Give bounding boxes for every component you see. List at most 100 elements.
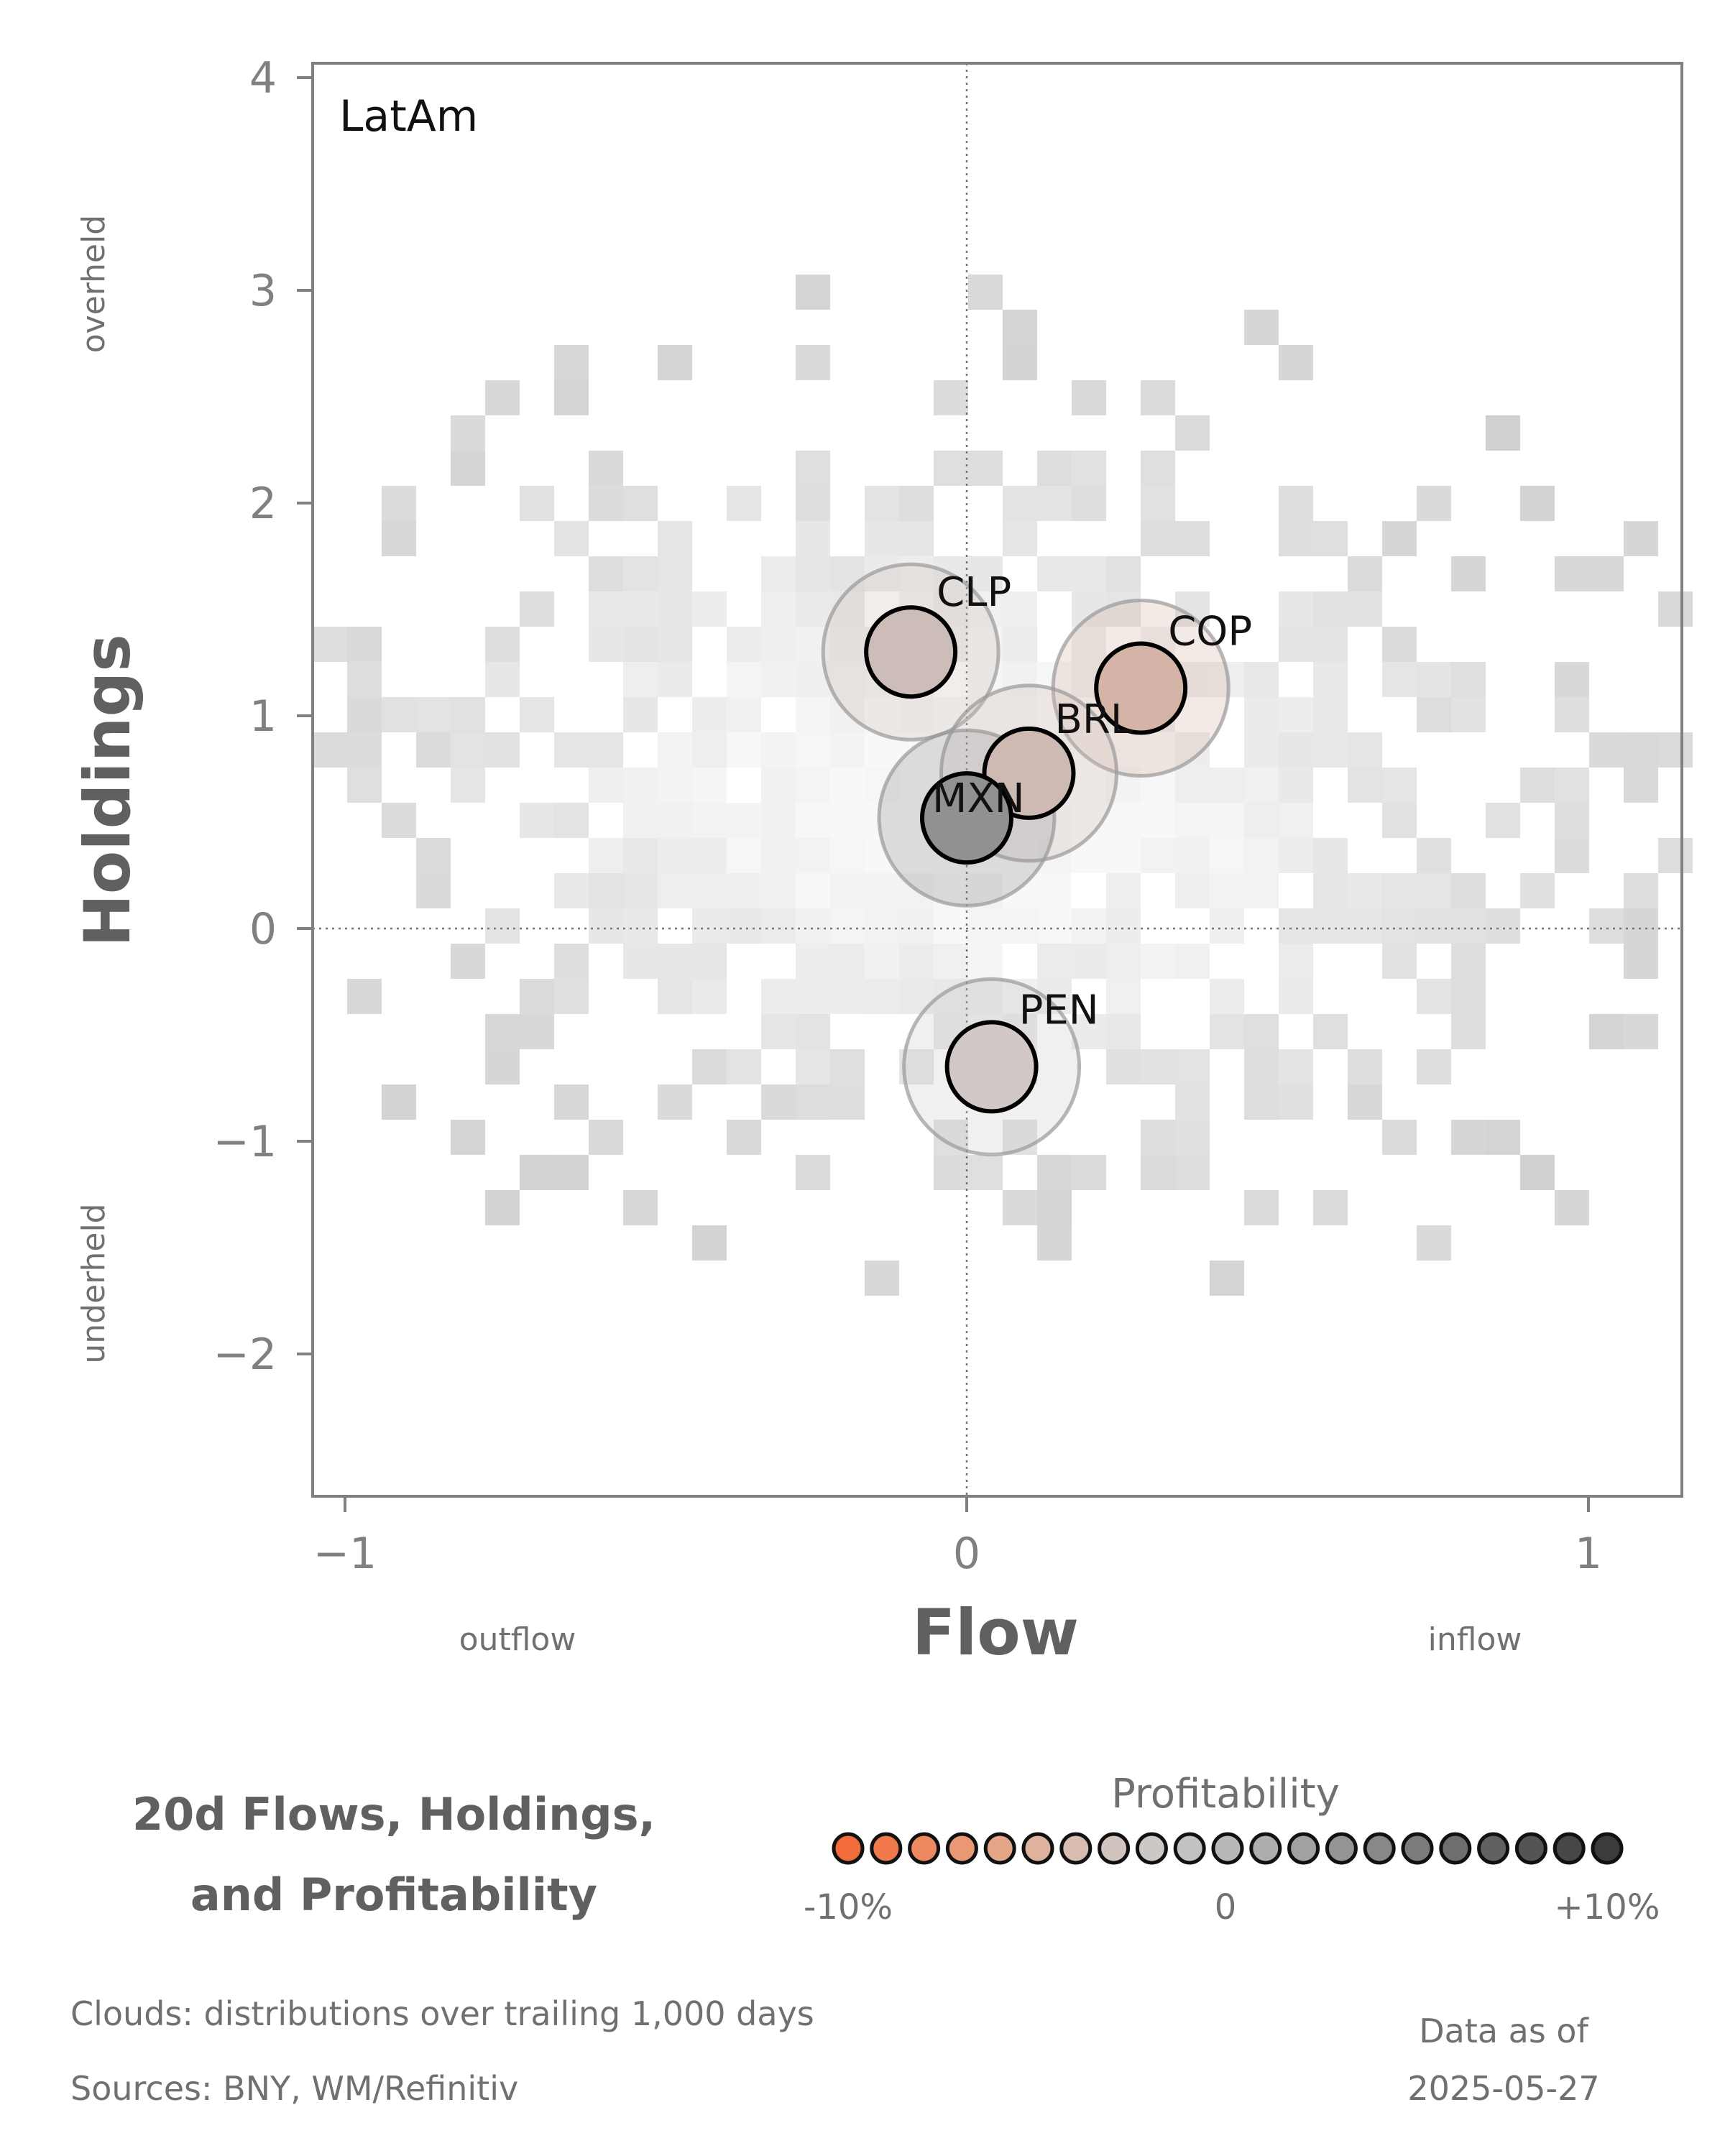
- cloud-cell: [727, 803, 761, 838]
- cloud-cell: [554, 521, 589, 556]
- point-label-pen: PEN: [1019, 987, 1099, 1033]
- cloud-cell: [658, 873, 692, 908]
- cloud-cell: [830, 908, 865, 944]
- cloud-cell: [1451, 873, 1486, 908]
- cloud-cell: [520, 697, 554, 732]
- cloud-cell: [692, 1049, 727, 1084]
- cloud-cell: [451, 768, 485, 803]
- distribution-cloud: [313, 275, 1693, 1296]
- cloud-cell: [899, 556, 934, 591]
- cloud-cell: [865, 1261, 899, 1296]
- cloud-cell: [865, 521, 899, 556]
- cloud-cell: [658, 591, 692, 627]
- cloud-cell: [727, 838, 761, 873]
- asof-date: 2025-05-27: [1407, 2069, 1599, 2108]
- scale-swatch: [1249, 1832, 1282, 1865]
- cloud-cell: [727, 1049, 761, 1084]
- cloud-cell: [761, 556, 796, 591]
- cloud-cell: [658, 838, 692, 873]
- cloud-cell: [1037, 944, 1072, 979]
- cloud-cell: [1555, 1190, 1589, 1225]
- cloud-cell: [589, 486, 623, 521]
- y-tick-label: 1: [249, 691, 277, 742]
- cloud-cell: [761, 979, 796, 1014]
- cloud-cell: [1382, 803, 1417, 838]
- cloud-cell: [1520, 1155, 1555, 1190]
- cloud-cell: [347, 768, 382, 803]
- cloud-cell: [1244, 662, 1279, 697]
- cloud-cell: [347, 697, 382, 732]
- cloud-cell: [761, 908, 796, 944]
- y-tick-label: 0: [249, 904, 277, 954]
- cloud-cell: [761, 873, 796, 908]
- cloud-cell: [1417, 873, 1451, 908]
- cloud-cell: [451, 1120, 485, 1155]
- cloud-cell: [658, 979, 692, 1014]
- cloud-cell: [1348, 732, 1382, 768]
- cloud-cell: [1313, 1190, 1348, 1225]
- cloud-cell: [796, 1084, 830, 1120]
- cloud-cell: [347, 627, 382, 662]
- cloud-cell: [761, 627, 796, 662]
- scale-swatch: [1211, 1832, 1244, 1865]
- cloud-cell: [1382, 521, 1417, 556]
- cloud-cell: [1382, 1120, 1417, 1155]
- cloud-cell: [899, 521, 934, 556]
- cloud-cell: [1451, 944, 1486, 979]
- cloud-cell: [934, 451, 968, 486]
- cloud-cell: [830, 873, 865, 908]
- cloud-cell: [1175, 1120, 1210, 1155]
- cloud-cell: [589, 873, 623, 908]
- cloud-cell: [865, 944, 899, 979]
- cloud-cell: [1106, 591, 1141, 627]
- cloud-cell: [1348, 1049, 1382, 1084]
- cloud-cell: [1175, 1049, 1210, 1084]
- cloud-cell: [761, 732, 796, 768]
- cloud-cell: [761, 662, 796, 697]
- cloud-cell: [1003, 697, 1037, 732]
- cloud-cell: [899, 908, 934, 944]
- cloud-cell: [899, 697, 934, 732]
- cloud-cell: [623, 1190, 658, 1225]
- scale-swatch: [1021, 1832, 1054, 1865]
- cloud-cell: [865, 697, 899, 732]
- cloud-cell: [727, 908, 761, 944]
- y-tick-label: 3: [249, 266, 277, 316]
- cloud-cell: [313, 627, 347, 662]
- cloud-cell: [692, 979, 727, 1014]
- cloud-cell: [1279, 591, 1313, 627]
- cloud-cell: [451, 415, 485, 451]
- cloud-cell: [1279, 979, 1313, 1014]
- cloud-cell: [1486, 415, 1520, 451]
- cloud-cell: [1486, 1120, 1520, 1155]
- cloud-cell: [968, 979, 1003, 1014]
- point-label-brl: BRL: [1055, 696, 1133, 743]
- scale-swatch: [1135, 1832, 1168, 1865]
- cloud-cell: [1175, 415, 1210, 451]
- cloud-cell: [1313, 627, 1348, 662]
- cloud-cell: [934, 732, 968, 768]
- cloud-cell: [1141, 838, 1175, 873]
- cloud-cell: [1037, 556, 1072, 591]
- cloud-cell: [589, 627, 623, 662]
- cloud-cell: [623, 556, 658, 591]
- cloud-cell: [1106, 908, 1141, 944]
- x-axis-title: Flow: [912, 1595, 1079, 1669]
- cloud-cell: [1313, 873, 1348, 908]
- cloud-cell: [1382, 627, 1417, 662]
- cloud-cell: [1624, 1014, 1658, 1049]
- sources-note: Sources: BNY, WM/Refinitiv: [70, 2069, 518, 2108]
- cloud-cell: [623, 627, 658, 662]
- cloud-cell: [554, 979, 589, 1014]
- cloud-cell: [1072, 908, 1106, 944]
- reference-lines: [313, 63, 1682, 1496]
- cloud-cell: [865, 486, 899, 521]
- cloud-cell: [520, 979, 554, 1014]
- cloud-cell: [623, 591, 658, 627]
- scale-swatch: [832, 1832, 865, 1865]
- x-tick-label: 1: [1575, 1529, 1602, 1579]
- cloud-cell: [1141, 944, 1175, 979]
- cloud-cell: [968, 1155, 1003, 1190]
- x-tick-label: −1: [313, 1529, 377, 1579]
- cloud-cell: [623, 838, 658, 873]
